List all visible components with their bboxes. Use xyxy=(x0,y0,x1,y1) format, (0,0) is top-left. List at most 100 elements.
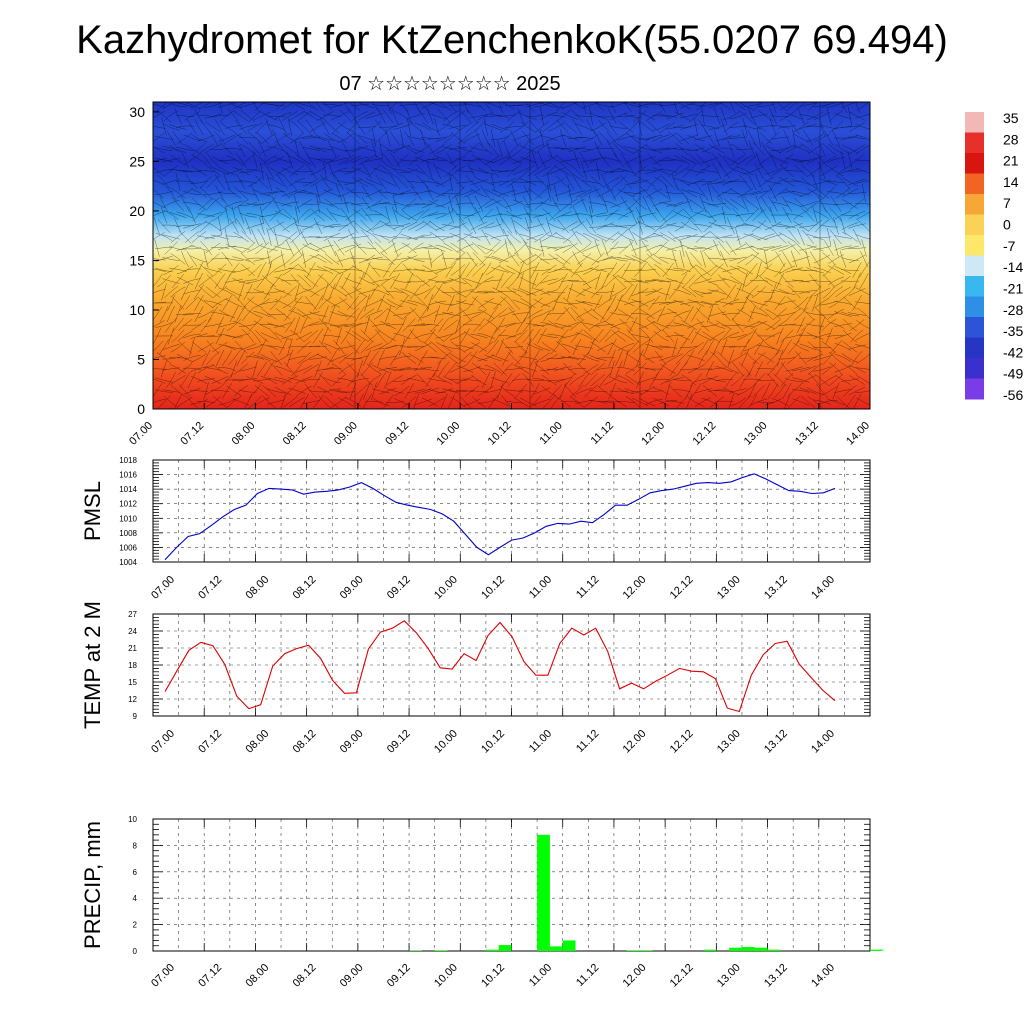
temp-time-label: 09.00 xyxy=(338,728,366,756)
temp-time-label: 07.00 xyxy=(149,728,177,756)
precip-time-label: 09.12 xyxy=(385,962,413,990)
pmsl-time-label: 13.00 xyxy=(715,574,743,602)
colorbar-swatch xyxy=(965,276,984,297)
precip-time-label: 14.00 xyxy=(809,962,837,990)
temp-y-tick-label: 18 xyxy=(128,661,137,670)
precip-y-tick-label: 10 xyxy=(128,815,137,824)
colorbar-label: 0 xyxy=(1003,217,1011,233)
precip-bar xyxy=(741,947,755,951)
pmsl-time-label: 10.12 xyxy=(479,574,507,602)
temp-y-tick-label: 27 xyxy=(128,610,137,619)
temp-time-label: 10.12 xyxy=(479,728,507,756)
colorbar-swatch xyxy=(965,337,984,359)
colorbar-swatch xyxy=(965,173,984,195)
colorbar-swatch xyxy=(965,194,984,215)
pmsl-time-label: 07.12 xyxy=(196,574,224,602)
pmsl-time-label: 11.12 xyxy=(574,574,601,601)
precip-time-label: 12.12 xyxy=(668,962,696,990)
colorbar-label: -21 xyxy=(1003,280,1023,296)
temp-series-line xyxy=(164,620,836,713)
pmsl-y-tick-label: 1010 xyxy=(119,514,137,523)
colorbar-label: -28 xyxy=(1003,302,1023,318)
temp-time-label: 08.00 xyxy=(243,728,271,756)
precip-y-tick-label: 8 xyxy=(133,841,138,850)
temp-time-label: 11.00 xyxy=(527,728,554,755)
precip-time-label: 11.12 xyxy=(574,962,601,989)
pmsl-panel: 1004 1006 1008 1010 1012 1014 1016 1018 PMSL 07.0… xyxy=(80,456,871,602)
temp-time-label: 14.00 xyxy=(809,728,837,756)
heatmap-time-label: 14.00 xyxy=(844,420,872,448)
pmsl-time-label: 12.12 xyxy=(668,574,696,602)
precip-bar xyxy=(498,945,512,951)
precip-time-label: 13.00 xyxy=(715,962,743,990)
heatmap-panel: 0 5 10 15 20 25 30 07.00 07.12 08.00 08.12 09.00 09.… xyxy=(127,101,872,448)
precip-y-axis-title: PRECIP, mm xyxy=(80,821,105,949)
pmsl-y-axis-title: PMSL xyxy=(80,481,105,541)
pmsl-time-label: 11.00 xyxy=(527,574,554,601)
temp-time-label: 07.12 xyxy=(196,728,224,756)
colorbar-swatch xyxy=(965,378,984,400)
colorbar-label: -42 xyxy=(1003,344,1023,360)
pmsl-y-tick-label: 1012 xyxy=(119,500,137,509)
heatmap-time-label: 08.00 xyxy=(230,420,258,448)
heatmap-time-label: 09.12 xyxy=(383,420,411,448)
heatmap-y-tick-label: 0 xyxy=(137,401,145,417)
precip-y-tick-label: 0 xyxy=(133,947,138,956)
colorbar-label: 35 xyxy=(1003,110,1019,126)
heatmap-time-label: 11.00 xyxy=(537,420,564,447)
pmsl-y-tick-label: 1008 xyxy=(119,529,137,538)
colorbar-swatch xyxy=(965,153,984,174)
precip-time-label: 12.00 xyxy=(621,962,649,990)
colorbar-swatch xyxy=(965,255,984,277)
precip-bar xyxy=(639,950,653,951)
precip-bar xyxy=(626,950,640,951)
heatmap-time-label: 09.00 xyxy=(332,420,360,448)
temp-panel: 9 12 15 18 21 24 27 TEMP at 2 M 07.00 07.12 08.00 0… xyxy=(80,601,871,756)
pmsl-time-label: 12.00 xyxy=(621,574,649,602)
heatmap-time-label: 11.12 xyxy=(589,420,616,447)
temp-time-label: 09.12 xyxy=(385,728,413,756)
precip-bar xyxy=(434,950,448,951)
pmsl-series-line xyxy=(164,473,836,561)
pmsl-time-label: 09.12 xyxy=(385,574,413,602)
precip-bar xyxy=(703,949,717,951)
colorbar-label: -35 xyxy=(1003,323,1023,339)
precip-bar xyxy=(485,949,499,951)
colorbar-label: 28 xyxy=(1003,131,1019,147)
temp-y-tick-label: 12 xyxy=(128,695,137,704)
pmsl-y-tick-label: 1014 xyxy=(119,485,137,494)
pmsl-time-label: 13.12 xyxy=(762,574,790,602)
heatmap-time-label: 10.00 xyxy=(434,420,462,448)
temp-time-label: 13.12 xyxy=(762,728,790,756)
heatmap-time-label: 13.12 xyxy=(793,420,821,448)
temp-time-label: 12.00 xyxy=(621,728,649,756)
precip-bar xyxy=(767,949,781,951)
precip-time-label: 10.12 xyxy=(479,962,507,990)
chart-title: Kazhydromet for KtZenchenkoK(55.0207 69.… xyxy=(76,18,948,62)
pmsl-time-label: 10.00 xyxy=(432,574,460,602)
colorbar-swatch xyxy=(965,358,984,379)
heatmap-time-label: 08.12 xyxy=(281,420,309,448)
wind-vectors xyxy=(153,102,870,409)
heatmap-y-tick-label: 25 xyxy=(129,153,145,169)
precip-time-label: 10.00 xyxy=(432,962,460,990)
colorbar-label: 14 xyxy=(1003,174,1019,190)
colorbar-swatch xyxy=(965,112,984,133)
colorbar-swatch xyxy=(965,296,984,318)
precip-time-label: 08.00 xyxy=(243,962,271,990)
heatmap-time-label: 07.00 xyxy=(127,420,155,448)
colorbar: 35 28 21 14 7 0 -7 -14 -21 -28 -35 -42 -49 -56 xyxy=(965,110,1023,403)
temp-y-axis-title: TEMP at 2 M xyxy=(80,601,105,729)
pmsl-time-label: 08.12 xyxy=(291,574,319,602)
pmsl-y-tick-label: 1016 xyxy=(119,471,137,480)
temp-y-tick-label: 21 xyxy=(128,644,137,653)
colorbar-label: -7 xyxy=(1003,238,1016,254)
pmsl-y-tick-label: 1006 xyxy=(119,543,137,552)
precip-bar xyxy=(729,947,742,951)
colorbar-label: -14 xyxy=(1003,259,1023,275)
colorbar-label: -56 xyxy=(1003,387,1023,403)
colorbar-swatch xyxy=(965,235,984,256)
heatmap-y-tick-label: 30 xyxy=(129,104,145,120)
chart-subtitle: 07 ☆☆☆☆☆☆☆☆ 2025 xyxy=(339,73,561,95)
precip-bar xyxy=(870,949,883,951)
